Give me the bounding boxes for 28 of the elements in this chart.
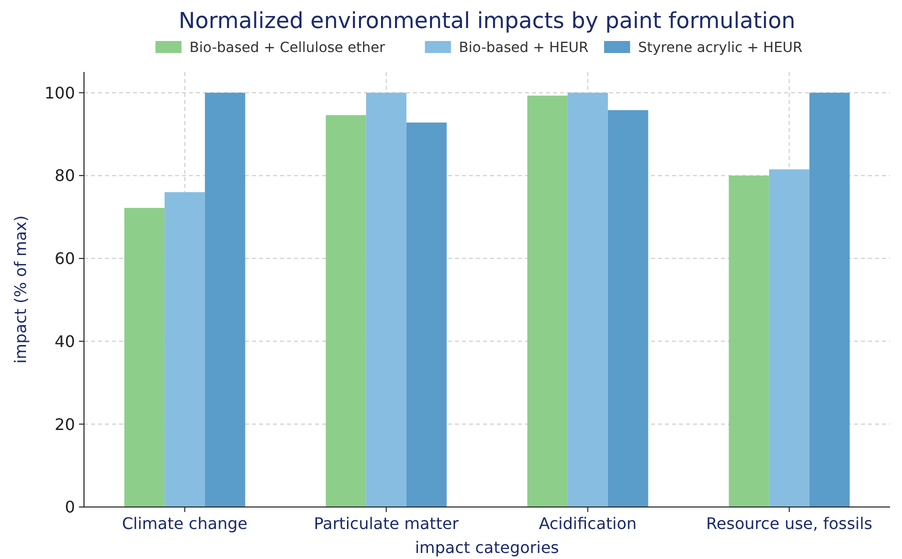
bar [809,92,850,507]
bar [366,92,406,507]
x-tick-label: Particulate matter [314,514,460,533]
bar [769,169,810,507]
legend-label: Bio-based + Cellulose ether [190,40,386,56]
legend-label: Bio-based + HEUR [458,40,589,56]
y-tick-label: 0 [64,498,75,517]
bar [204,92,246,507]
bar [527,96,568,507]
x-tick-label: Acidification [538,514,637,533]
y-axis-title: impact (% of max) [11,215,30,364]
bar [568,92,608,507]
bar [406,122,447,507]
legend-label: Styrene acrylic + HEUR [638,40,803,56]
bar [608,110,648,507]
y-tick-label: 80 [54,166,75,186]
y-tick-label: 20 [54,414,75,434]
bar [164,192,205,507]
bar [326,115,366,507]
y-tick-label: 100 [44,83,75,102]
bar [124,208,165,507]
y-tick-label: 40 [54,332,75,351]
x-tick-label: Climate change [122,514,248,533]
x-axis-title: impact categories [414,538,560,557]
y-tick-label: 60 [54,249,75,268]
x-tick-label: Resource use, fossils [706,514,872,533]
bar [728,176,770,507]
chart-title: Normalized environmental impacts by paint formulation [178,9,796,34]
